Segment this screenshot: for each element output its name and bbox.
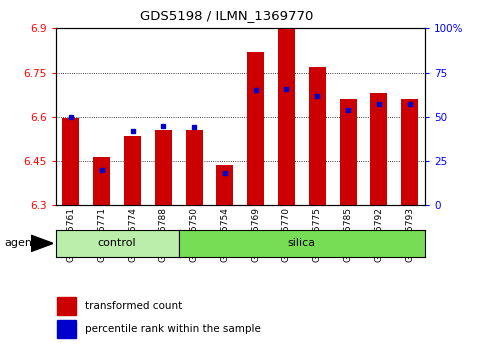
Text: percentile rank within the sample: percentile rank within the sample	[85, 324, 261, 334]
Bar	[216, 166, 233, 205]
Bar	[309, 67, 326, 205]
Bar	[370, 93, 387, 205]
Bar	[57, 297, 76, 314]
Bar	[185, 130, 202, 205]
Polygon shape	[31, 235, 53, 251]
Text: agent: agent	[5, 238, 37, 249]
Bar	[62, 118, 79, 205]
Bar	[247, 52, 264, 205]
Text: control: control	[98, 238, 136, 249]
Text: transformed count: transformed count	[85, 301, 183, 311]
Bar	[93, 156, 110, 205]
Text: GDS5198 / ILMN_1369770: GDS5198 / ILMN_1369770	[141, 9, 313, 22]
Bar	[278, 28, 295, 205]
Text: silica: silica	[288, 238, 316, 249]
Bar	[124, 136, 141, 205]
Bar	[401, 99, 418, 205]
Bar	[57, 320, 76, 338]
Bar	[155, 130, 172, 205]
Bar	[340, 99, 356, 205]
